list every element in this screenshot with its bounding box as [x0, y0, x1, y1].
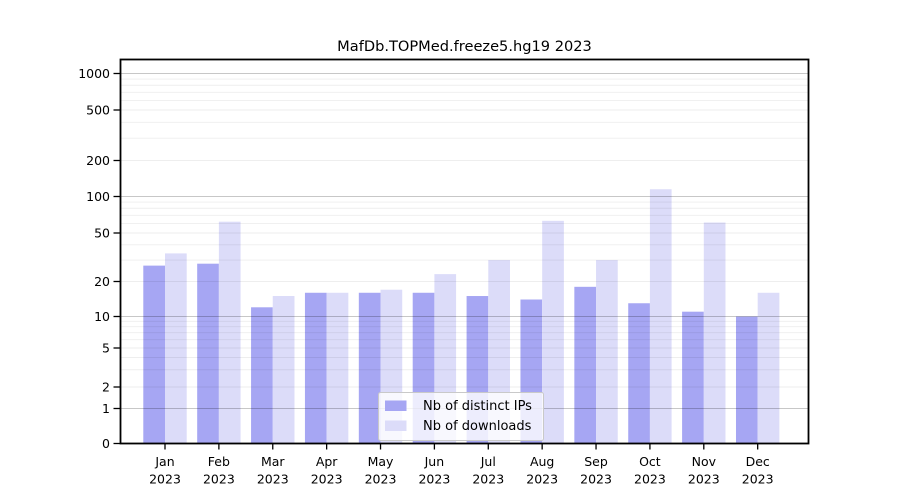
y-tick-label-0: 0: [102, 436, 110, 451]
x-tick-label-oct: Oct: [639, 454, 661, 469]
y-tick-label-50: 50: [94, 225, 110, 240]
y-tick-label-1: 1: [102, 401, 110, 416]
x-tick-year-sep: 2023: [580, 472, 612, 487]
bar-feb-nb-of-distinct-ips: [197, 263, 219, 444]
x-tick-label-apr: Apr: [316, 454, 338, 469]
bar-sep-nb-of-distinct-ips: [574, 286, 597, 444]
legend-swatch-nb-of-downloads: [385, 420, 407, 431]
x-tick-label-jan: Jan: [154, 454, 174, 469]
plot-border: [119, 58, 810, 445]
bar-dec-nb-of-downloads: [757, 292, 780, 444]
bar-oct-nb-of-distinct-ips: [628, 303, 650, 444]
y-tick-label-500: 500: [86, 102, 110, 117]
x-tick-label-dec: Dec: [746, 454, 770, 469]
bar-jan-nb-of-downloads: [165, 253, 187, 444]
bar-oct-nb-of-downloads: [649, 189, 672, 444]
bar-may-nb-of-distinct-ips: [358, 292, 381, 444]
gridlines-layer: [120, 72, 809, 410]
x-tick-year-aug: 2023: [526, 472, 558, 487]
y-tick-label-1000: 1000: [78, 66, 110, 81]
x-tick-year-jun: 2023: [418, 472, 450, 487]
chart-title: MafDb.TOPMed.freeze5.hg19 2023: [337, 38, 592, 55]
bar-apr-nb-of-downloads: [326, 292, 349, 444]
bar-nov-nb-of-distinct-ips: [682, 311, 704, 444]
x-tick-year-jan: 2023: [149, 472, 181, 487]
x-tick-year-dec: 2023: [742, 472, 774, 487]
x-tick-label-feb: Feb: [208, 454, 230, 469]
x-tick-label-mar: Mar: [261, 454, 285, 469]
bar-mar-nb-of-distinct-ips: [251, 307, 273, 444]
bar-apr-nb-of-distinct-ips: [304, 292, 327, 444]
x-tick-year-may: 2023: [365, 472, 397, 487]
bar-aug-nb-of-downloads: [542, 220, 564, 444]
bar-jan-nb-of-distinct-ips: [143, 265, 165, 444]
x-tick-label-jul: Jul: [480, 454, 496, 469]
legend-label-nb-of-downloads: Nb of downloads: [423, 419, 532, 434]
y-tick-label-200: 200: [86, 153, 110, 168]
x-tick-label-aug: Aug: [530, 454, 554, 469]
y-tick-label-20: 20: [94, 274, 110, 289]
bar-dec-nb-of-distinct-ips: [735, 316, 758, 444]
bar-nov-nb-of-downloads: [703, 222, 726, 444]
x-tick-label-nov: Nov: [692, 454, 717, 469]
x-tick-year-apr: 2023: [311, 472, 343, 487]
y-tick-label-100: 100: [86, 189, 110, 204]
x-tick-year-feb: 2023: [203, 472, 235, 487]
bar-sep-nb-of-downloads: [596, 260, 618, 444]
x-tick-label-jun: Jun: [424, 454, 445, 469]
x-tick-year-jul: 2023: [472, 472, 504, 487]
legend-swatch-nb-of-distinct-ips: [385, 400, 407, 411]
bar-feb-nb-of-downloads: [218, 221, 241, 444]
x-tick-year-nov: 2023: [688, 472, 720, 487]
bar-mar-nb-of-downloads: [272, 296, 295, 444]
axes-layer: 0 1 2 5 10 20 50 100 200 500 1000 Jan 2023 Feb 2023 Mar…: [78, 58, 810, 487]
legend-box: [378, 392, 544, 441]
y-tick-label-5: 5: [102, 340, 110, 355]
legend: Nb of distinct IPs Nb of downloads: [378, 392, 544, 441]
x-tick-label-sep: Sep: [584, 454, 608, 469]
y-tick-label-2: 2: [102, 379, 110, 394]
legend-label-nb-of-distinct-ips: Nb of distinct IPs: [423, 399, 532, 414]
y-tick-label-10: 10: [94, 309, 110, 324]
x-tick-label-may: May: [368, 454, 394, 469]
x-tick-year-oct: 2023: [634, 472, 666, 487]
x-tick-year-mar: 2023: [257, 472, 289, 487]
